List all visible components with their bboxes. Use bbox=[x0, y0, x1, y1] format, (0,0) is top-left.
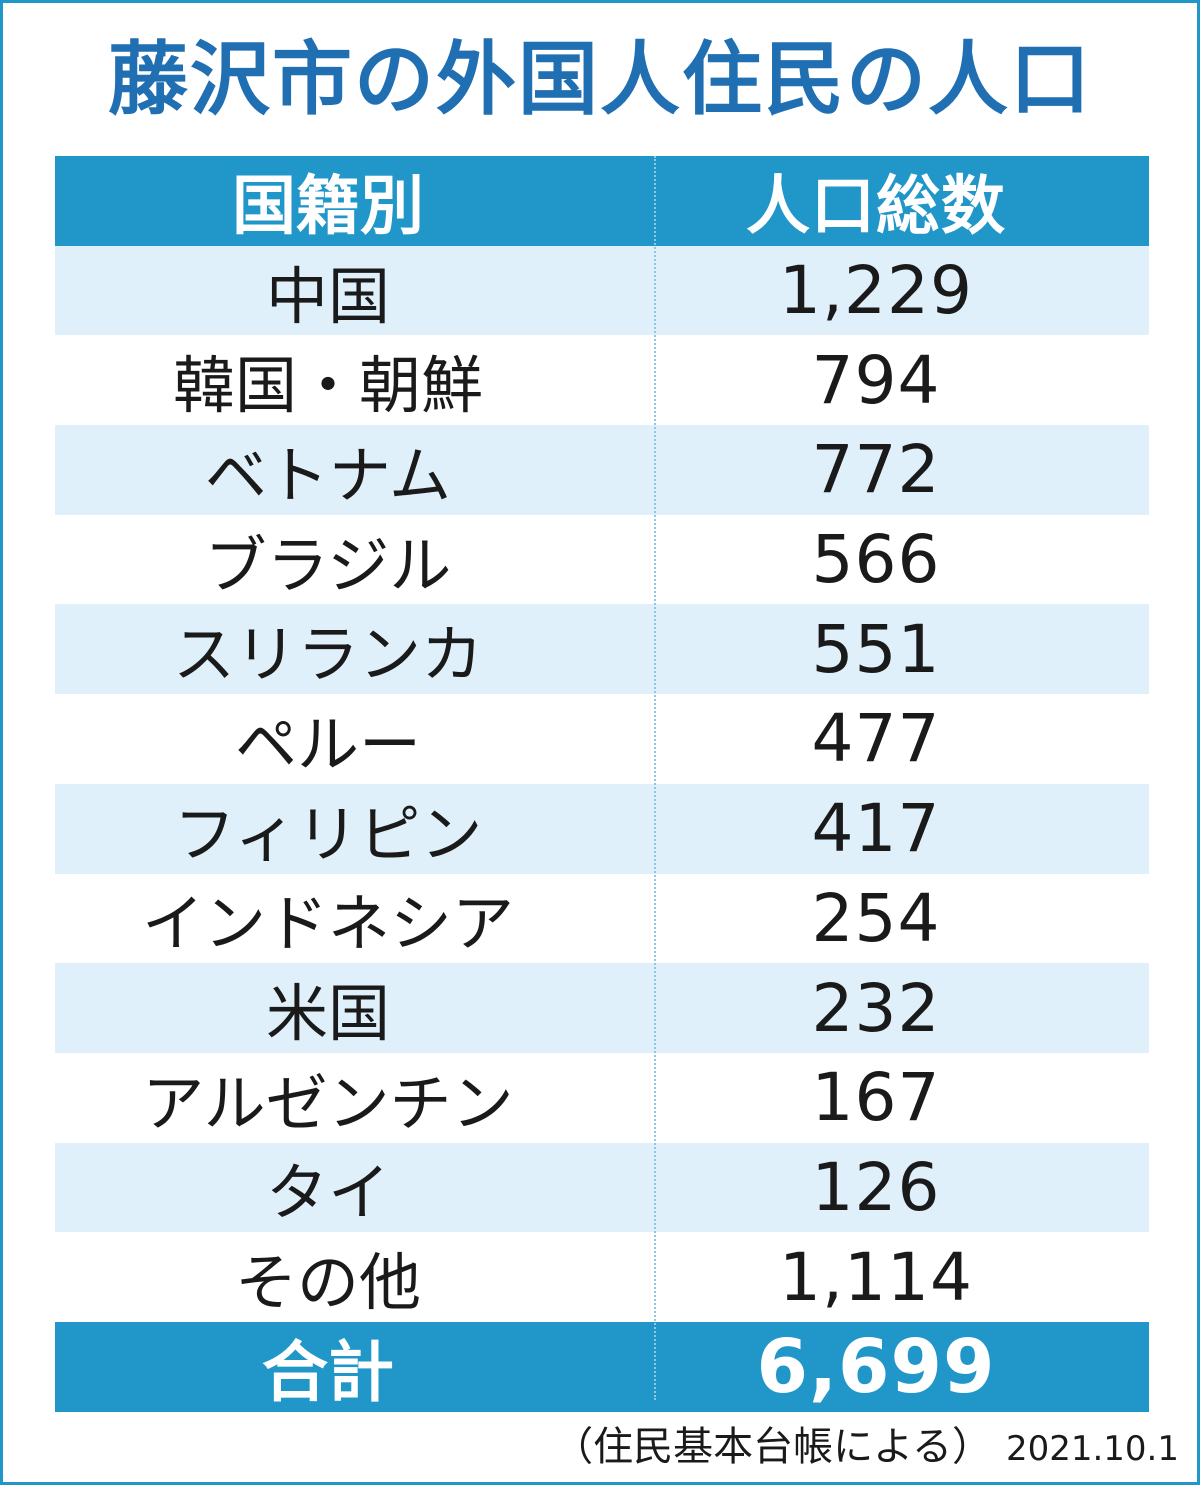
population-value: 126 bbox=[811, 1148, 941, 1226]
country-name: ブラジル bbox=[204, 528, 452, 602]
population-value: 566 bbox=[811, 521, 941, 599]
table-row: アルゼンチン 167 bbox=[55, 1052, 1149, 1143]
table-row: ベトナム 772 bbox=[55, 425, 1149, 515]
country-name: 中国 bbox=[265, 259, 390, 333]
country-name: ベトナム bbox=[204, 438, 452, 512]
total-label: 合計 bbox=[262, 1333, 394, 1411]
table-row: ブラジル 566 bbox=[55, 514, 1149, 605]
chart-title: 藤沢市の外国人住民の人口 bbox=[108, 33, 1092, 126]
table-row: 韓国・朝鮮 794 bbox=[55, 335, 1149, 426]
population-value: 1,114 bbox=[779, 1238, 973, 1316]
table-row: ペルー 477 bbox=[55, 694, 1149, 784]
population-value: 232 bbox=[811, 969, 941, 1047]
country-name: アルゼンチン bbox=[142, 1066, 514, 1140]
country-name: ペルー bbox=[234, 707, 421, 781]
population-value: 551 bbox=[811, 610, 941, 688]
total-value: 6,699 bbox=[756, 1323, 996, 1410]
table-row: 中国 1,229 bbox=[55, 245, 1149, 336]
source-note: （住民基本台帳による） bbox=[553, 1424, 992, 1470]
population-value: 1,229 bbox=[779, 252, 973, 330]
table-row: 米国 232 bbox=[55, 963, 1149, 1053]
country-name: タイ bbox=[265, 1156, 390, 1230]
population-value: 772 bbox=[811, 431, 941, 509]
country-name: その他 bbox=[234, 1246, 421, 1320]
table-header-row: 国籍別 人口総数 bbox=[55, 156, 1149, 246]
country-name: フィリピン bbox=[173, 797, 483, 871]
table-row: タイ 126 bbox=[55, 1142, 1149, 1233]
table-body: 中国 1,229 韓国・朝鮮 794 ベトナム 772 ブラジル 566 スリランカ 551 ペルー… bbox=[55, 245, 1149, 1322]
table-row: スリランカ 551 bbox=[55, 604, 1149, 695]
country-name: 韓国・朝鮮 bbox=[172, 349, 483, 423]
population-value: 167 bbox=[811, 1059, 941, 1137]
footer: （住民基本台帳による） 2021.10.1 bbox=[553, 1414, 1179, 1472]
country-name: インドネシア bbox=[141, 887, 514, 961]
population-value: 254 bbox=[811, 879, 941, 957]
population-value: 794 bbox=[811, 341, 941, 419]
table-row: フィリピン 417 bbox=[55, 783, 1149, 874]
population-value: 417 bbox=[811, 790, 941, 868]
column-header-population: 人口総数 bbox=[746, 169, 1006, 244]
date-label: 2021.10.1 bbox=[1005, 1429, 1179, 1469]
table-row: その他 1,114 bbox=[55, 1232, 1149, 1322]
population-value: 477 bbox=[811, 700, 941, 778]
column-header-nationality: 国籍別 bbox=[232, 169, 424, 244]
table-total-row: 合計 6,699 bbox=[55, 1321, 1149, 1412]
country-name: スリランカ bbox=[172, 618, 483, 692]
country-name: 米国 bbox=[265, 977, 390, 1051]
table-row: インドネシア 254 bbox=[55, 873, 1149, 964]
population-table: 国籍別 人口総数 中国 1,229 韓国・朝鮮 794 ベトナム 772 ブラジル 566 スリ… bbox=[55, 156, 1149, 1412]
